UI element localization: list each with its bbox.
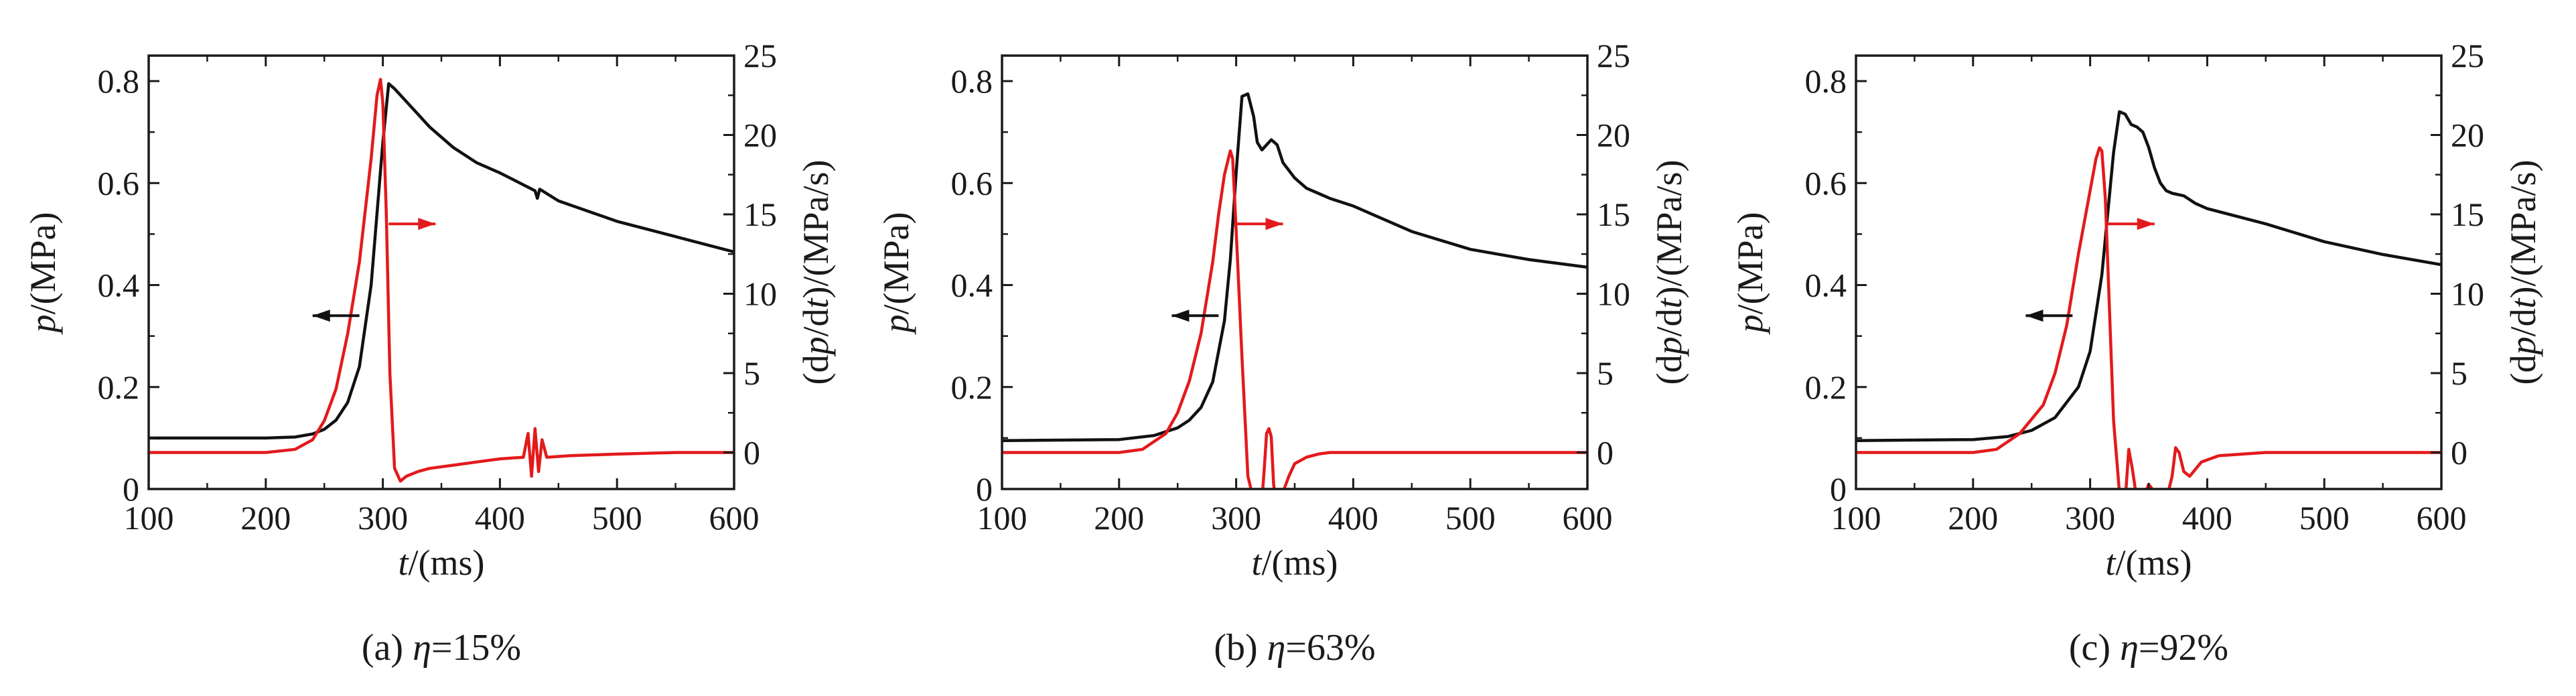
- y-right-tick-label: 10: [1597, 275, 1630, 312]
- arrow-rate-axis: [2107, 218, 2155, 230]
- series-pressure-line: [1002, 92, 1587, 442]
- plot-frame: [1855, 54, 2443, 490]
- y-right-axis-label: (dp/dt)/(MPa/s): [1649, 160, 1689, 385]
- y-tick-label: 0: [1830, 470, 1847, 508]
- y-axis-label: p/(MPa): [1730, 212, 1770, 336]
- y-tick-label: 0.4: [98, 267, 140, 304]
- x-tick-label: 500: [592, 499, 642, 537]
- x-tick-label: 100: [977, 499, 1027, 537]
- y-right-tick-label: 15: [743, 196, 777, 233]
- y-right-axis-label: (dp/dt)/(MPa/s): [2503, 160, 2543, 385]
- y-right-tick-label: 5: [743, 354, 760, 392]
- x-tick-label: 300: [358, 499, 408, 537]
- arrow-pressure-axis: [312, 309, 360, 322]
- x-tick-label: 200: [1094, 499, 1144, 537]
- y-tick-label: 0.2: [98, 368, 140, 406]
- y-axis-label: p/(MPa): [23, 212, 63, 336]
- series-pressure-line: [1856, 110, 2441, 442]
- x-axis-label: t/(ms): [398, 543, 484, 583]
- panel-caption: (a) η=15%: [362, 627, 521, 669]
- y-right-tick-label: 5: [1597, 354, 1614, 392]
- y-right-tick-label: 20: [2451, 116, 2484, 153]
- arrow-rate-axis: [1236, 218, 1283, 230]
- x-axis-label: t/(ms): [2105, 543, 2192, 583]
- y-tick-label: 0.2: [951, 368, 993, 406]
- plot-frame: [1001, 54, 1589, 490]
- x-tick-label: 400: [475, 499, 525, 537]
- x-tick-label: 400: [1328, 499, 1378, 537]
- y-right-tick-label: 15: [2451, 196, 2484, 233]
- y-right-tick-label: 20: [1597, 116, 1630, 153]
- y-right-tick-label: 0: [1597, 433, 1614, 471]
- series-dpdt-line: [1856, 146, 2441, 489]
- y-tick-label: 0: [123, 470, 139, 508]
- arrow-pressure-axis: [2025, 309, 2073, 322]
- x-tick-label: 200: [1948, 499, 1998, 537]
- y-tick-label: 0: [976, 470, 993, 508]
- y-right-tick-label: 20: [743, 116, 777, 153]
- panel-1: 100 200 300 400 500 600 0 0.2 0.4 0.6 0.8 0 5 10 15 20 2…: [23, 37, 836, 669]
- y-tick-label: 0.8: [1805, 62, 1847, 100]
- y-right-tick-label: 10: [743, 275, 777, 312]
- x-tick-label: 300: [1211, 499, 1261, 537]
- y-right-axis-label: (dp/dt)/(MPa/s): [796, 160, 836, 385]
- series-dpdt-line: [149, 78, 734, 483]
- x-tick-label: 600: [2417, 499, 2467, 537]
- panel-3: 100 200 300 400 500 600 0 0.2 0.4 0.6 0.8 0 5 10 15 20 2…: [1730, 37, 2543, 669]
- y-right-tick-label: 10: [2451, 275, 2484, 312]
- y-tick-label: 0.8: [98, 62, 140, 100]
- y-right-tick-label: 15: [1597, 196, 1630, 233]
- panel-caption: (c) η=92%: [2069, 627, 2228, 669]
- y-tick-label: 0.6: [951, 164, 993, 202]
- panel-caption: (b) η=63%: [1214, 627, 1375, 669]
- panel-2: 100 200 300 400 500 600 0 0.2 0.4 0.6 0.8 0 5 10 15 20 2…: [876, 37, 1689, 669]
- y-right-tick-label: 5: [2451, 354, 2467, 392]
- series-pressure-line: [149, 82, 734, 440]
- y-tick-label: 0.4: [951, 267, 993, 304]
- y-right-tick-label: 0: [2451, 433, 2467, 471]
- x-tick-label: 100: [1831, 499, 1881, 537]
- arrow-pressure-axis: [1171, 309, 1219, 322]
- x-tick-label: 400: [2182, 499, 2232, 537]
- arrow-rate-axis: [388, 218, 436, 230]
- y-right-tick-label: 25: [743, 37, 777, 74]
- y-tick-label: 0.4: [1805, 267, 1847, 304]
- plot-frame: [147, 54, 735, 490]
- y-right-tick-label: 0: [743, 433, 760, 471]
- y-tick-label: 0.6: [1805, 164, 1847, 202]
- x-tick-label: 500: [1445, 499, 1496, 537]
- x-tick-label: 100: [124, 499, 174, 537]
- series-dpdt-line: [1002, 149, 1587, 489]
- y-axis-label: p/(MPa): [876, 212, 916, 336]
- y-tick-label: 0.2: [1805, 368, 1847, 406]
- y-right-tick-label: 25: [2451, 37, 2484, 74]
- x-tick-label: 600: [1563, 499, 1613, 537]
- x-tick-label: 300: [2065, 499, 2115, 537]
- x-tick-label: 600: [709, 499, 760, 537]
- y-tick-label: 0.8: [951, 62, 993, 100]
- y-tick-label: 0.6: [98, 164, 140, 202]
- x-axis-label: t/(ms): [1251, 543, 1338, 583]
- x-tick-label: 200: [240, 499, 291, 537]
- x-tick-label: 500: [2299, 499, 2350, 537]
- y-right-tick-label: 25: [1597, 37, 1630, 74]
